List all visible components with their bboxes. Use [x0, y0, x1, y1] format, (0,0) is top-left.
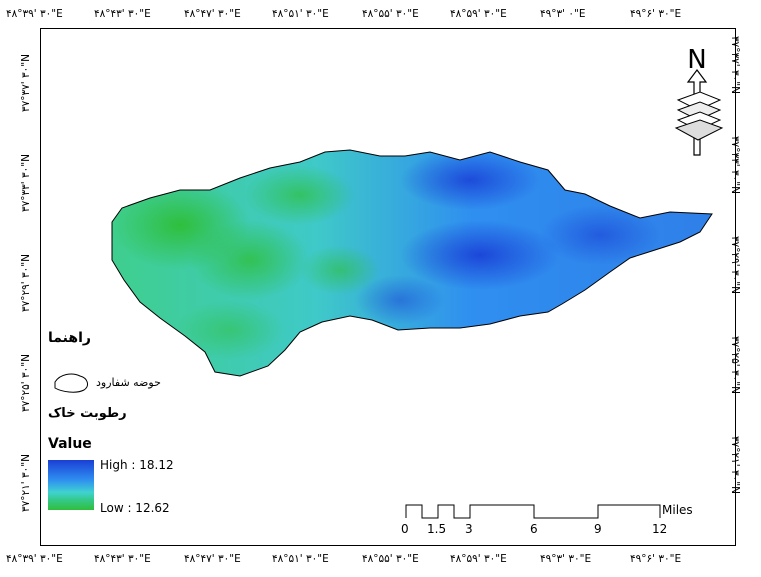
scale-tick-label: 9 — [594, 522, 602, 536]
lon-label: ۴۹°۶' ۳۰"E — [630, 8, 682, 20]
lon-label: ۴۸°۵۹' ۳۰"E — [450, 8, 507, 20]
scale-tick-label: 6 — [530, 522, 538, 536]
legend-basin-label: حوضه شفارود — [96, 376, 161, 389]
lon-label: ۴۹°۳' ۳۰"E — [540, 553, 592, 565]
north-arrow-icon: N — [674, 45, 724, 156]
legend-title: راهنما — [48, 330, 91, 346]
legend-color-ramp — [48, 460, 94, 510]
lon-label: ۴۸°۴۳' ۳۰"E — [94, 553, 151, 565]
scale-tick-label: 3 — [465, 522, 473, 536]
lon-label: ۴۸°۴۳' ۳۰"E — [94, 8, 151, 20]
lon-label: ۴۸°۳۹' ۳۰"E — [6, 553, 63, 565]
north-letter: N — [687, 45, 706, 75]
lon-label: ۴۹°۶' ۳۰"E — [630, 553, 682, 565]
scale-units-label: Miles — [662, 503, 693, 517]
legend-value-heading: Value — [48, 436, 92, 452]
soil-moisture-raster — [112, 150, 712, 376]
lon-label: ۴۸°۴۷' ۳۰"E — [184, 8, 241, 20]
lon-label: ۴۸°۵۹' ۳۰"E — [450, 553, 507, 565]
lon-label: ۴۸°۵۵' ۳۰"E — [362, 553, 419, 565]
lon-label: ۴۸°۵۱' ۳۰"E — [272, 553, 329, 565]
legend-high-label: High : 18.12 — [100, 458, 174, 472]
scale-tick-label: 0 — [401, 522, 409, 536]
scale-tick-label: 1.5 — [427, 522, 447, 536]
lon-label: ۴۸°۵۵' ۳۰"E — [362, 8, 419, 20]
basin-outline — [111, 149, 713, 377]
lon-label: ۴۸°۴۷' ۳۰"E — [184, 553, 241, 565]
lon-label: ۴۸°۵۱' ۳۰"E — [272, 8, 329, 20]
legend-low-label: Low : 12.62 — [100, 501, 170, 515]
lon-label: ۴۹°۳' ۰"E — [540, 8, 586, 20]
legend-layer-title: رطوبت خاک — [48, 406, 127, 421]
basin-legend-icon — [54, 373, 88, 393]
scale-tick-label: 12 — [652, 522, 668, 536]
scale-bar — [405, 504, 661, 519]
lon-label: ۴۸°۳۹' ۳۰"E — [6, 8, 63, 20]
